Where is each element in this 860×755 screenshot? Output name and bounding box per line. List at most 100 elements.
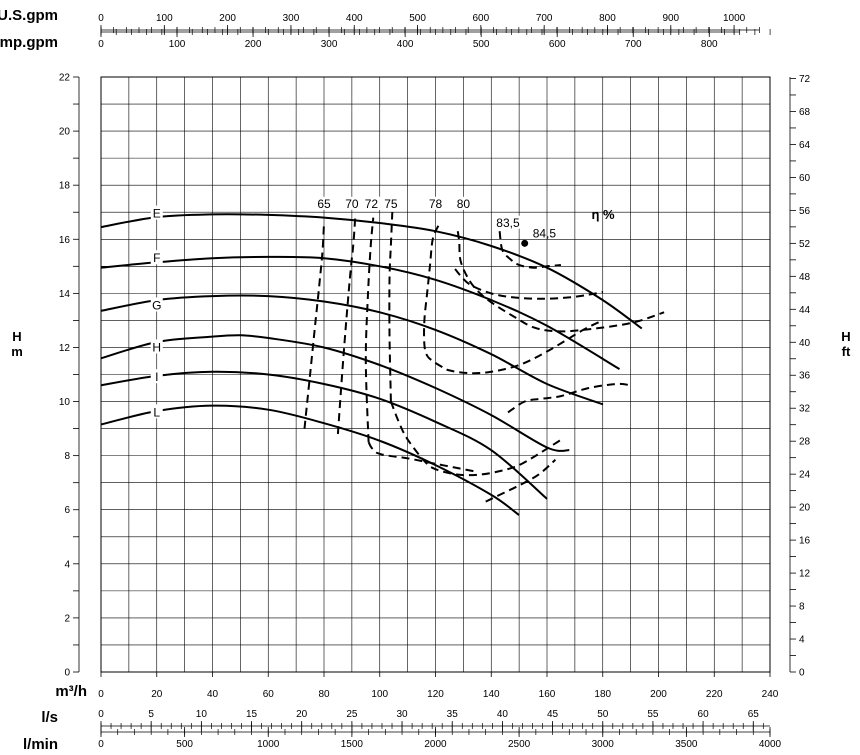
lmin-tick-label: 2500	[508, 739, 531, 750]
y-left-tick-label: 0	[64, 668, 70, 679]
ls-tick-label: 60	[698, 709, 710, 720]
ls-tick-label: 30	[396, 709, 408, 720]
y-right-tick-label: 4	[799, 635, 805, 646]
head-curve-label: L	[153, 405, 160, 419]
efficiency-label-bg	[338, 196, 365, 210]
us-gpm-tick-label: 1000	[723, 13, 746, 24]
lmin-tick-label: 2000	[424, 739, 447, 750]
m3h-tick-label: 80	[318, 689, 330, 700]
imp-gpm-tick-label: 500	[473, 39, 490, 50]
ls-tick-label: 20	[296, 709, 308, 720]
efficiency-curve-segment	[485, 458, 557, 503]
head-curve-label-bg	[150, 297, 163, 312]
y-right-tick-label: 56	[799, 206, 811, 217]
y-right-title-unit: ft	[842, 344, 851, 359]
head-curve-label-bg	[150, 339, 163, 354]
lmin-tick-label: 3500	[675, 739, 698, 750]
efficiency-label-bg	[494, 215, 521, 229]
y-right-tick-label: 44	[799, 305, 811, 316]
m3h-tick-label: 0	[98, 689, 104, 700]
ls-tick-label: 0	[98, 709, 104, 720]
efficiency-curve-65	[303, 222, 325, 429]
efficiency-curve-75-tail	[389, 401, 565, 477]
efficiency-label-bg	[450, 196, 477, 210]
imp-gpm-tick-label: 300	[321, 39, 338, 50]
y-right-title-h: H	[841, 329, 850, 344]
efficiency-curve-70	[336, 217, 357, 435]
imp-gpm-tick-label: 400	[397, 39, 414, 50]
m3h-tick-label: 140	[483, 689, 500, 700]
y-right-tick-label: 60	[799, 173, 811, 184]
head-curve-label-bg	[150, 404, 163, 419]
y-left-tick-label: 6	[64, 505, 70, 516]
curve-labels: 65 70 72 75 78 80 83,5 84,5 E F G H I L	[150, 196, 557, 419]
us-gpm-tick-label: 500	[409, 13, 426, 24]
efficiency-curve-72	[364, 217, 375, 443]
ls-tick-label: 40	[497, 709, 509, 720]
head-curve-I	[100, 370, 548, 500]
y-left-tick-label: 8	[64, 451, 70, 462]
imp-gpm-tick-label: 200	[245, 39, 262, 50]
ls-scale-label: l/s	[41, 709, 58, 726]
best-efficiency-label: 84,5	[533, 226, 557, 240]
y-left-tick-label: 12	[59, 343, 71, 354]
efficiency-label-bg	[377, 196, 404, 210]
ls-tick-label: 5	[148, 709, 154, 720]
efficiency-curve-72-tail	[367, 441, 478, 473]
us-gpm-tick-label: 800	[599, 13, 616, 24]
efficiency-label-bg	[358, 196, 385, 210]
y-left-tick-label: 20	[59, 127, 71, 138]
lmin-scale-label: l/min	[23, 736, 58, 753]
m3h-tick-label: 100	[371, 689, 388, 700]
y-right-tick-label: 40	[799, 338, 811, 349]
head-curve-L	[100, 404, 520, 516]
y-right-tick-label: 20	[799, 503, 811, 514]
y-right-tick-label: 72	[799, 74, 811, 85]
bottom-flow-scales: m³/h l/s l/min	[23, 683, 87, 753]
efficiency-label: 78	[429, 197, 443, 211]
m3h-tick-label: 220	[706, 689, 723, 700]
ls-tick-label: 65	[748, 709, 760, 720]
y-left-tick-label: 2	[64, 613, 70, 624]
y-right-tick-label: 0	[799, 668, 805, 679]
y-left-title-unit: m	[11, 344, 23, 359]
m3h-tick-label: 160	[539, 689, 556, 700]
head-curve-label-bg	[150, 250, 163, 265]
lmin-tick-label: 3000	[592, 739, 615, 750]
head-curve-F	[100, 255, 621, 370]
ls-tick-label: 15	[246, 709, 258, 720]
us-gpm-tick-label: 600	[473, 13, 490, 24]
best-efficiency-point	[521, 239, 529, 247]
lmin-tick-label: 500	[176, 739, 193, 750]
efficiency-curve-80	[456, 231, 665, 333]
y-right-tick-label: 64	[799, 140, 811, 151]
m3h-tick-label: 60	[263, 689, 275, 700]
m3h-tick-label: 200	[650, 689, 667, 700]
top-flow-scales: U.S.gpm Imp.gpm	[0, 7, 58, 51]
head-curve-label: H	[152, 340, 161, 354]
y-right-tick-label: 28	[799, 437, 811, 448]
y-left-tick-label: 18	[59, 181, 71, 192]
y-right-tick-label: 52	[799, 239, 811, 250]
us-gpm-tick-label: 200	[219, 13, 236, 24]
ls-tick-label: 55	[647, 709, 659, 720]
m3h-tick-label: 240	[762, 689, 779, 700]
imp-gpm-tick-label: 700	[625, 39, 642, 50]
efficiency-label: 80	[457, 197, 471, 211]
efficiency-curve-segment	[454, 268, 604, 300]
ls-tick-label: 45	[547, 709, 559, 720]
head-curve-label: I	[155, 370, 158, 384]
ls-tick-label: 10	[196, 709, 208, 720]
us-gpm-tick-label: 300	[283, 13, 300, 24]
y-left-tick-label: 22	[59, 73, 71, 84]
head-curve-G	[100, 294, 604, 406]
m3h-tick-label: 20	[151, 689, 163, 700]
efficiency-label-bg	[422, 196, 449, 210]
lmin-tick-label: 0	[98, 739, 104, 750]
ls-tick-label: 25	[346, 709, 358, 720]
efficiency-curve-75	[388, 212, 394, 402]
head-curve-H	[100, 334, 570, 452]
efficiency-label: 70	[345, 197, 359, 211]
y-left-tick-label: 16	[59, 235, 71, 246]
